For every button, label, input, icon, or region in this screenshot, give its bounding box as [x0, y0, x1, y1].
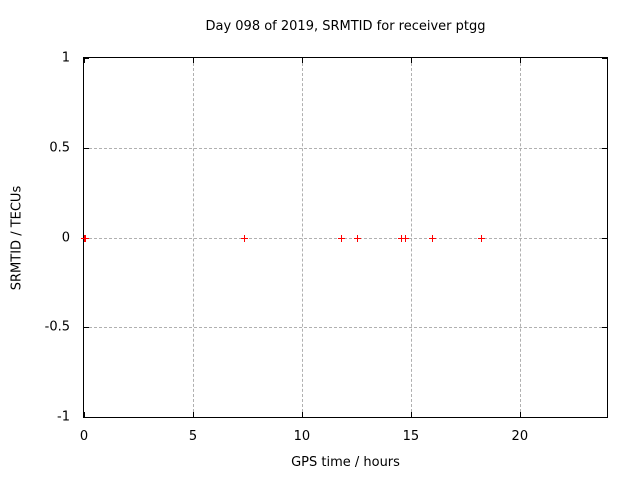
marker-vbar [357, 234, 359, 242]
data-point-marker [398, 234, 406, 242]
x-tick-mark [84, 412, 85, 417]
marker-vbar [480, 234, 482, 242]
y-tick-mark [84, 327, 89, 329]
y-tick-mark [602, 417, 607, 418]
y-tick-mark [602, 58, 607, 59]
x-tick-mark [192, 412, 194, 417]
marker-vbar [401, 234, 403, 242]
x-tick-label: 0 [79, 429, 89, 444]
x-tick-label: 20 [511, 429, 529, 444]
y-tick-mark [602, 327, 607, 329]
y-tick-label: -0.5 [44, 319, 70, 335]
data-point-marker [477, 234, 485, 242]
y-tick-label: 1 [61, 50, 70, 66]
marker-vbar [243, 234, 245, 242]
x-tick-label: 5 [188, 429, 198, 444]
data-point-marker [337, 234, 345, 242]
x-tick-mark [301, 412, 303, 417]
x-tick-mark [410, 412, 412, 417]
data-point-marker [428, 234, 436, 242]
chart-title: Day 098 of 2019, SRMTID for receiver ptg… [205, 19, 486, 34]
data-point-marker [402, 234, 410, 242]
x-axis-label: GPS time / hours [291, 455, 400, 470]
x-tick-mark [519, 58, 521, 63]
data-point-marker [82, 234, 90, 242]
x-tick-label: 10 [293, 429, 311, 444]
marker-vbar [431, 234, 433, 242]
y-tick-label: 0.5 [49, 140, 70, 156]
y-tick-mark [84, 58, 89, 59]
marker-vbar [340, 234, 342, 242]
x-tick-mark [519, 412, 521, 417]
data-point-marker [240, 234, 248, 242]
y-gridline [84, 147, 607, 149]
plot-area [81, 57, 608, 418]
y-tick-label: -1 [57, 409, 70, 425]
x-tick-mark [192, 58, 194, 63]
x-tick-mark [301, 58, 303, 63]
y-tick-mark [84, 147, 89, 149]
x-tick-mark [84, 58, 85, 63]
x-tick-label: 15 [402, 429, 420, 444]
y-gridline [84, 327, 607, 329]
y-gridline [84, 237, 607, 239]
marker-vbar [405, 234, 407, 242]
y-tick-mark [602, 237, 607, 239]
marker-vbar [85, 234, 87, 242]
y-tick-mark [84, 417, 89, 418]
y-tick-mark [602, 147, 607, 149]
x-tick-mark [410, 58, 412, 63]
data-point-marker [354, 234, 362, 242]
y-tick-label: 0 [61, 230, 70, 245]
